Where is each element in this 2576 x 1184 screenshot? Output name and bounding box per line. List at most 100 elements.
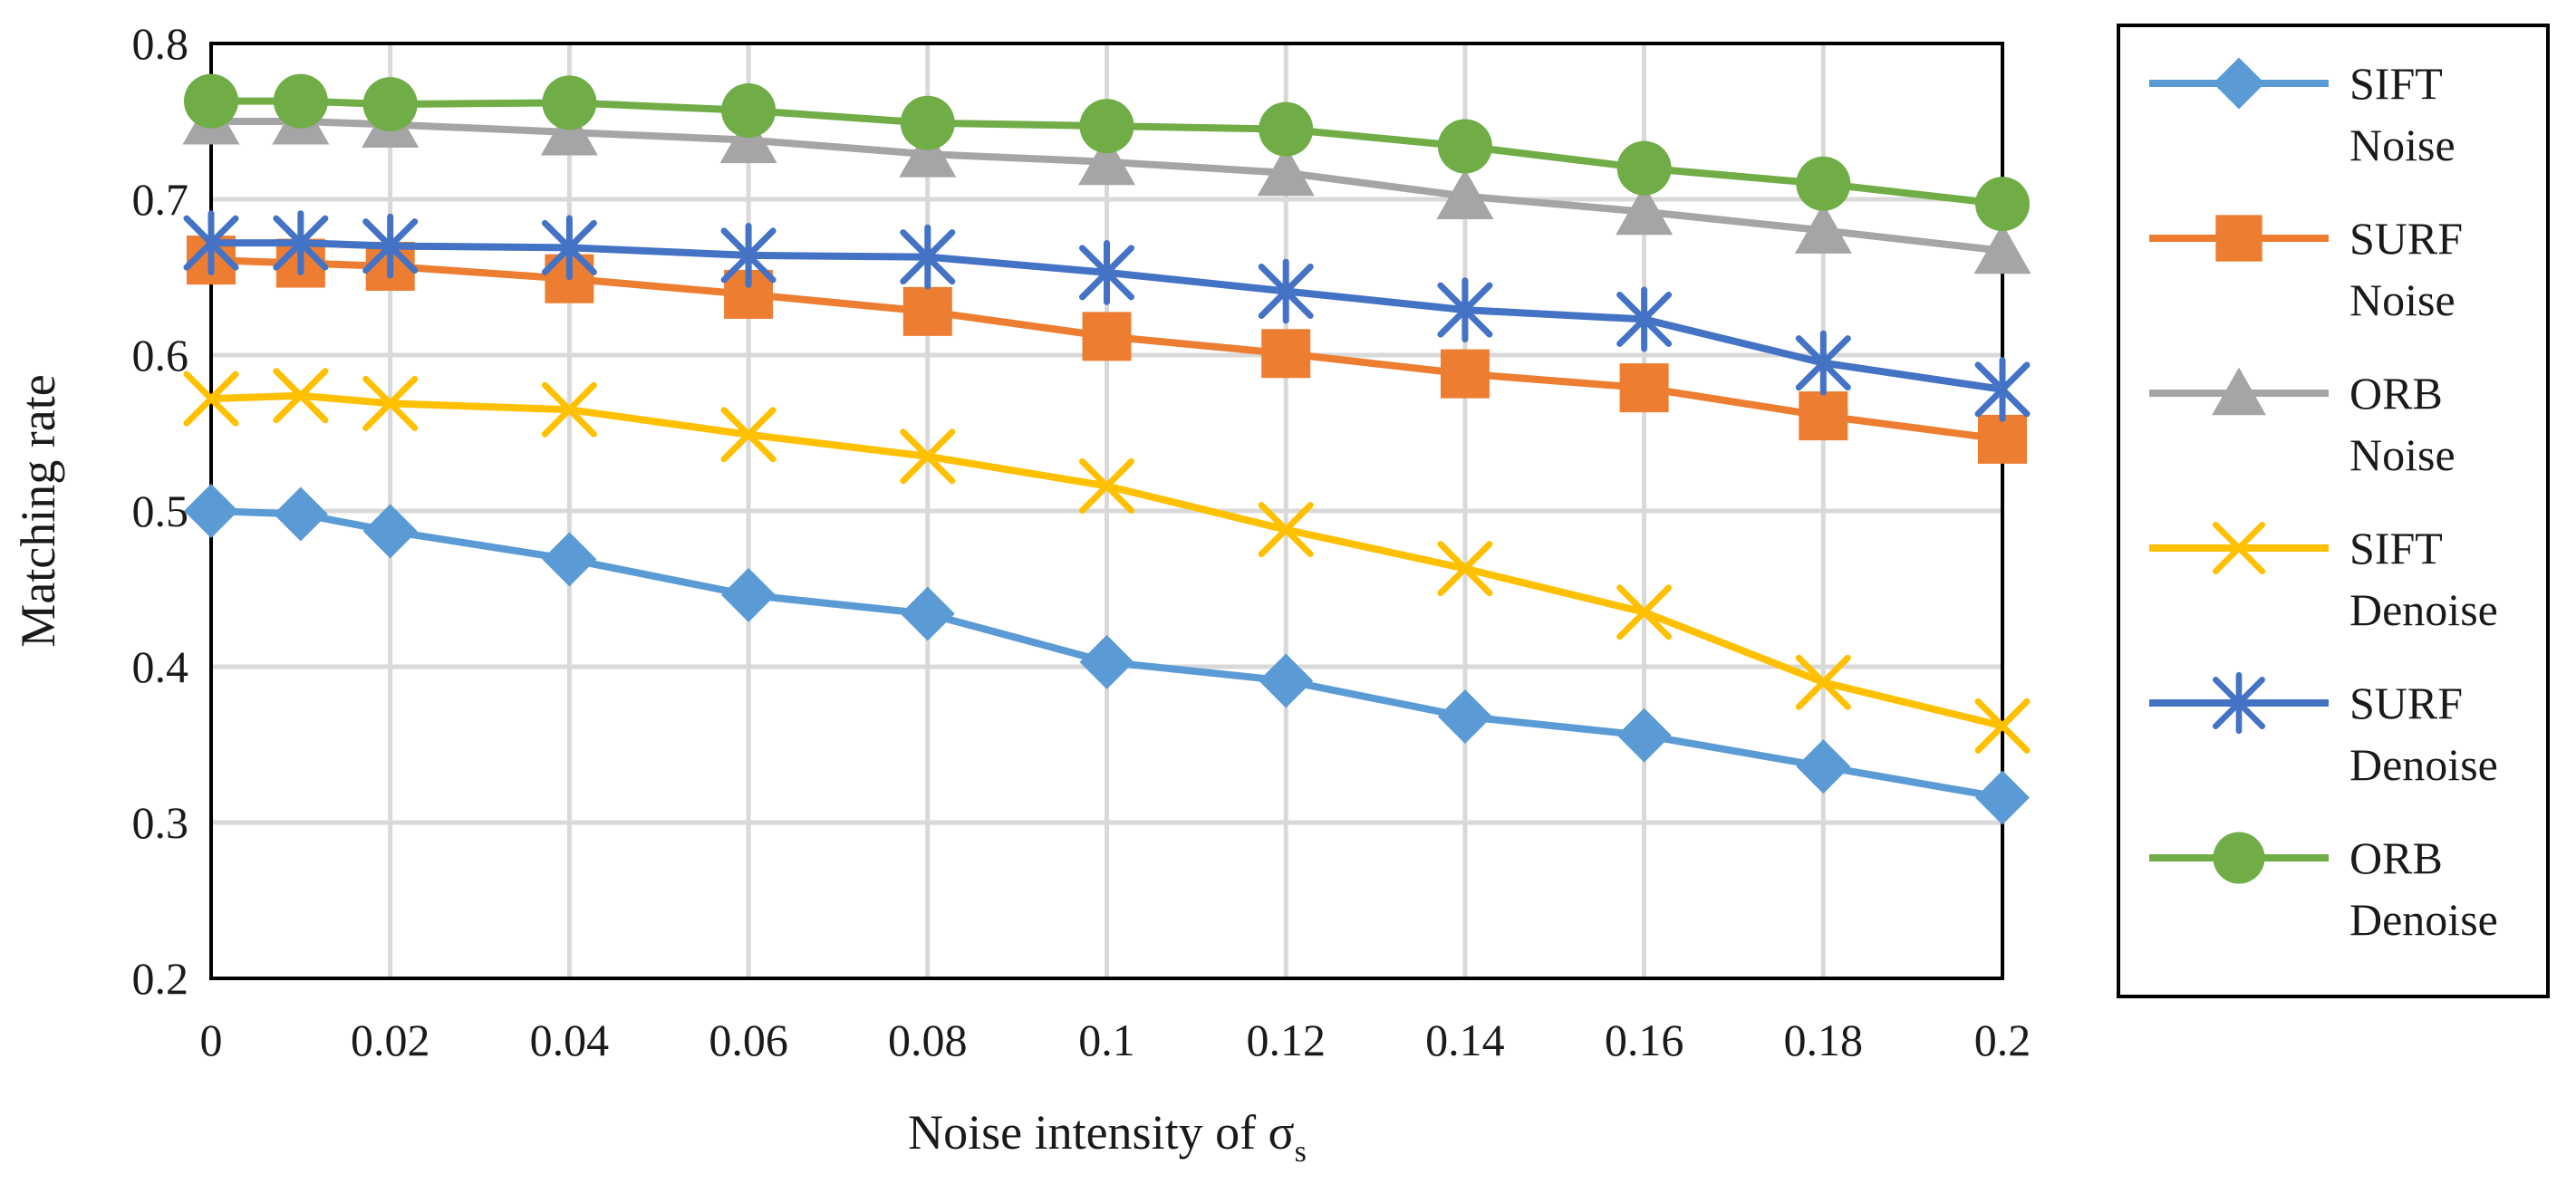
- data-point: [542, 75, 597, 130]
- data-point: [362, 77, 418, 132]
- data-point: [273, 486, 328, 542]
- y-axis-title: Matching rate: [11, 374, 65, 647]
- x-axis-title-subscript: s: [1295, 1135, 1307, 1169]
- x-tick-label: 0: [200, 1015, 223, 1065]
- legend-label: SIFT: [2349, 523, 2443, 573]
- data-point: [1795, 654, 1851, 710]
- data-point: [540, 105, 598, 156]
- data-point: [1079, 457, 1134, 514]
- x-tick-label: 0.06: [709, 1015, 788, 1065]
- data-point: [1259, 653, 1314, 708]
- data-point: [720, 407, 777, 463]
- legend-item: SURF Denoise: [2149, 671, 2498, 790]
- data-point: [1258, 258, 1314, 324]
- x-tick-label: 0.02: [351, 1015, 430, 1065]
- data-point: [362, 504, 418, 559]
- data-point: [1082, 312, 1132, 361]
- y-tick-label: 0.7: [132, 174, 189, 225]
- data-point: [900, 95, 955, 150]
- y-tick-label: 0.5: [132, 486, 189, 536]
- data-point: [1437, 689, 1492, 745]
- data-point: [721, 567, 777, 622]
- data-point: [184, 484, 238, 538]
- legend-item: SURF Noise: [2149, 213, 2463, 325]
- data-point: [1796, 739, 1851, 794]
- y-tick-label: 0.4: [132, 641, 189, 692]
- data-point: [1799, 391, 1848, 441]
- legend-label: Denoise: [2349, 584, 2498, 635]
- data-point: [1079, 239, 1134, 305]
- legend-item: ORB Denoise: [2149, 832, 2498, 945]
- x-axis-title-main: Noise intensity of σ: [908, 1105, 1295, 1160]
- data-point: [542, 532, 597, 587]
- data-point: [1616, 708, 1672, 763]
- data-point: [1616, 184, 1674, 236]
- data-point: [184, 73, 238, 129]
- data-point: [1261, 329, 1311, 379]
- x-tick-label: 0.12: [1246, 1015, 1326, 1065]
- legend-label: Noise: [2349, 274, 2455, 325]
- data-point: [1794, 203, 1852, 254]
- data-point: [183, 371, 239, 427]
- legend-label: Denoise: [2349, 739, 2498, 790]
- data-point: [541, 215, 597, 281]
- data-point: [1978, 414, 2027, 464]
- data-point: [902, 286, 952, 336]
- data-point: [2213, 832, 2265, 884]
- legend-label: SURF: [2349, 678, 2463, 728]
- tick-labels: 0.2 0.3 0.4 0.5 0.6 0.7 0.8 0 0.02 0.04 0.06 0.08 0.…: [132, 18, 2031, 1065]
- data-point: [1975, 177, 2030, 232]
- legend-label: Noise: [2349, 429, 2455, 480]
- data-point: [1437, 541, 1493, 597]
- data-point: [1079, 99, 1134, 154]
- data-point: [900, 224, 956, 290]
- data-point: [362, 375, 419, 431]
- x-tick-label: 0.16: [1605, 1015, 1684, 1065]
- data-point: [1616, 140, 1672, 196]
- data-point: [719, 112, 777, 164]
- data-point: [273, 368, 329, 424]
- data-point: [1078, 134, 1135, 186]
- data-point: [1440, 349, 1490, 399]
- x-tick-label: 0.08: [888, 1015, 968, 1065]
- legend-box: [2117, 24, 2550, 998]
- data-point: [1974, 698, 2031, 754]
- series-sift-noise: [184, 484, 2030, 825]
- data-point: [2213, 57, 2265, 110]
- x-axis-title: Noise intensity of σs: [908, 1105, 1307, 1169]
- x-tick-label: 0.04: [530, 1015, 610, 1065]
- series-line: [211, 239, 2003, 393]
- data-point: [1436, 168, 1494, 220]
- legend-label: SIFT: [2349, 58, 2443, 109]
- y-tick-label: 0.6: [132, 330, 189, 380]
- data-point: [900, 428, 956, 485]
- y-tick-label: 0.2: [132, 953, 189, 1004]
- data-point: [1619, 363, 1669, 413]
- data-point: [1796, 156, 1851, 211]
- data-point: [1973, 223, 2031, 274]
- legend-label: ORB: [2349, 368, 2443, 419]
- data-point: [1616, 286, 1673, 352]
- x-tick-label: 0.14: [1425, 1015, 1505, 1065]
- data-point: [2212, 367, 2266, 416]
- legend-item: ORB Noise: [2149, 367, 2455, 480]
- data-point: [721, 82, 777, 138]
- data-point: [2213, 671, 2265, 735]
- legend: SIFTNoiseSURFNoiseORBNoiseSIFTDenoiseSUR…: [2117, 24, 2550, 998]
- data-point: [899, 127, 957, 178]
- legend-item: SIFT Noise: [2149, 57, 2455, 170]
- data-point: [1437, 277, 1493, 343]
- legend-item: SIFT Denoise: [2149, 522, 2498, 635]
- data-point: [720, 223, 777, 288]
- series-surf-denoise: [183, 210, 2031, 422]
- data-point: [183, 210, 239, 276]
- data-point: [1616, 584, 1673, 640]
- data-point: [900, 586, 955, 641]
- data-point: [1259, 101, 1314, 157]
- data-point: [2213, 522, 2265, 574]
- data-point: [362, 213, 419, 279]
- data-point: [541, 381, 597, 438]
- data-point: [273, 73, 328, 129]
- y-tick-label: 0.3: [132, 797, 189, 848]
